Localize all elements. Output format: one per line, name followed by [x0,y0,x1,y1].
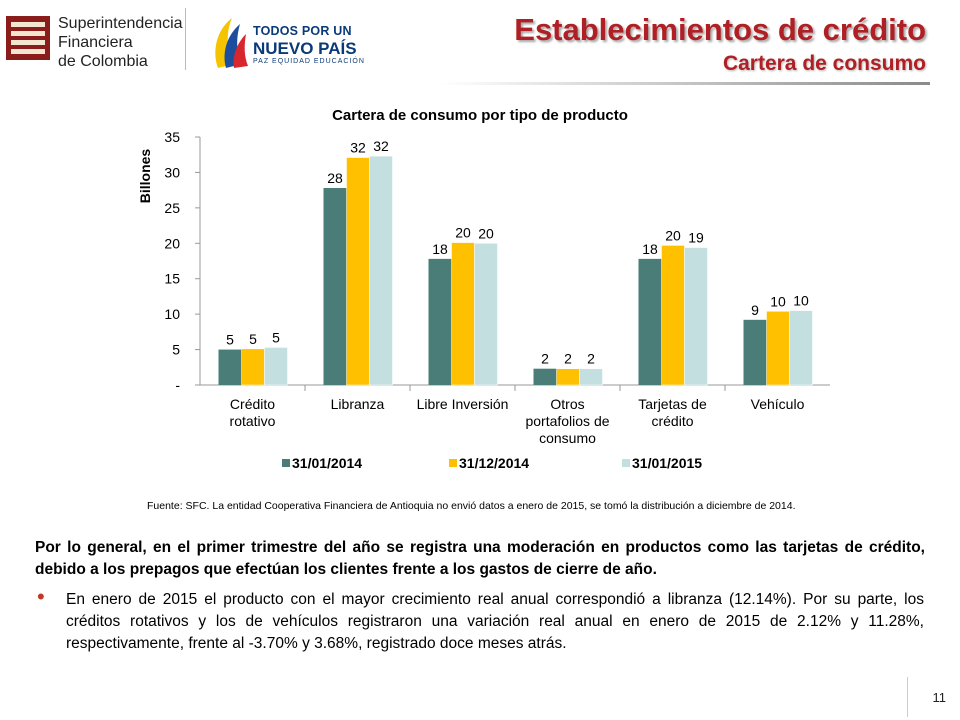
legend-label: 31/01/2015 [632,455,702,471]
data-label: 20 [455,225,471,241]
bar [533,368,557,385]
x-tick-label: Libre Inversión [417,396,509,412]
x-tick-label: rotativo [230,413,276,429]
legend-swatch [622,459,630,467]
bullet-text: En enero de 2015 el producto con el mayo… [66,591,924,652]
data-label: 2 [564,351,572,367]
data-label: 18 [642,241,658,257]
chart-title: Cartera de consumo por tipo de producto [332,107,628,124]
y-tick-label: 10 [164,306,180,322]
data-label: 20 [665,227,681,243]
gov-slogan-line3: PAZ EQUIDAD EDUCACIÓN [253,58,365,65]
y-axis-label: Billones [137,149,153,204]
bar [661,245,685,386]
summary-paragraph: Por lo general, en el primer trimestre d… [35,539,925,578]
bar [428,258,452,385]
gov-slogan-line2: NUEVO PAÍS [253,39,357,58]
y-tick-label: 25 [164,200,180,216]
data-label: 5 [226,332,234,348]
y-tick-label: - [175,377,180,393]
data-label: 9 [751,302,759,318]
legend-label: 31/12/2014 [459,455,529,471]
bar [579,368,603,386]
data-label: 32 [350,140,366,156]
bar [323,188,347,385]
data-label: 10 [770,293,786,309]
gov-slogan-line1: TODOS POR UN [253,24,352,38]
page-number: 11 [932,690,947,705]
data-label: 2 [587,351,595,367]
bullet-icon: • [37,584,45,609]
y-tick-label: 20 [164,235,180,251]
title-underline [440,82,930,85]
y-tick-label: 15 [164,271,180,287]
bar [264,347,288,386]
data-label: 18 [432,241,448,257]
source-note: Fuente: SFC. La entidad Cooperativa Fina… [147,500,796,512]
data-label: 10 [793,293,809,309]
bar [684,247,708,386]
header-divider [185,8,186,70]
x-tick-label: crédito [651,413,693,429]
x-tick-label: Vehículo [751,396,805,412]
sfc-name-line: Financiera [58,34,133,51]
legend-swatch [449,459,457,467]
y-tick-label: 35 [164,129,180,145]
bar [766,311,790,386]
bar [451,242,475,386]
legend-label: 31/01/2014 [292,455,362,471]
x-tick-label: portafolios de [525,413,609,429]
data-label: 32 [373,138,389,154]
y-tick-label: 5 [172,342,180,358]
gov-logo-icon [215,18,248,68]
sfc-logo-icon [6,16,50,60]
data-label: 20 [478,225,494,241]
bar [474,243,498,386]
x-tick-label: Libranza [331,396,385,412]
data-label: 5 [272,329,280,345]
bar [556,368,580,386]
bar [789,310,813,386]
page-number-box [907,677,948,717]
page-subtitle: Cartera de consumo [722,52,926,75]
legend-swatch [282,459,290,467]
data-label: 28 [327,170,343,186]
data-label: 19 [688,230,704,246]
page-title: Establecimientos de crédito [514,12,926,47]
y-tick-label: 30 [164,164,180,180]
header: Superintendencia Financiera de Colombia … [0,0,960,96]
sfc-name-line: Superintendencia [58,15,183,32]
bar [743,319,767,385]
x-tick-label: Tarjetas de [638,396,707,412]
bar-chart: Cartera de consumo por tipo de producto B… [137,107,830,471]
bar [218,349,242,385]
bar [369,155,393,386]
x-tick-label: Otros [550,396,584,412]
bar [346,157,370,386]
sfc-name: Superintendencia Financiera de Colombia [58,14,183,71]
x-tick-label: consumo [539,430,596,446]
sfc-name-line: de Colombia [58,53,148,70]
data-label: 2 [541,351,549,367]
bar [241,348,265,386]
data-label: 5 [249,331,257,347]
bar [638,258,662,385]
x-tick-label: Crédito [230,396,275,412]
